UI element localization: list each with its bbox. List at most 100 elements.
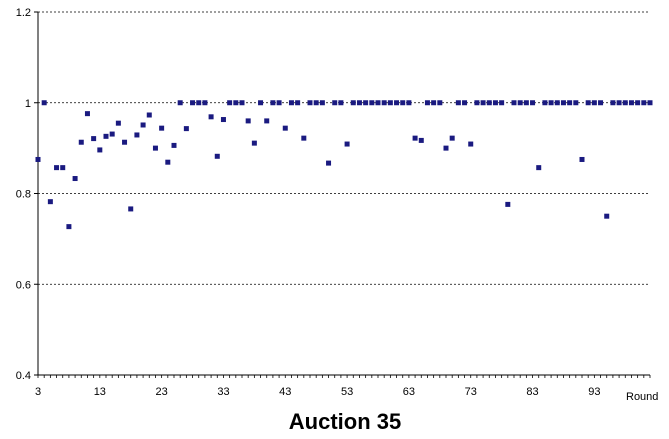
x-tick-label: 63 [403,386,415,398]
data-point [635,100,641,106]
data-point [270,100,276,106]
data-point [542,100,548,106]
data-point [159,125,165,131]
data-point [455,100,461,106]
data-point [344,141,350,147]
y-tick-label: 1 [25,98,31,110]
data-point [610,100,616,106]
data-point [276,100,282,106]
data-point [307,100,313,106]
data-point [462,100,468,106]
data-point [227,100,233,106]
x-tick-label: 83 [526,386,538,398]
x-tick-label: 43 [279,386,291,398]
data-point [35,156,41,162]
data-point [369,100,375,106]
data-point [356,100,362,106]
data-point [72,176,78,182]
data-point [412,135,418,141]
data-point [202,100,208,106]
data-point [363,100,369,106]
data-point [647,100,653,106]
data-point [492,100,498,106]
chart-title: Auction 35 [289,409,401,434]
data-point [258,100,264,106]
x-tick-label: 23 [156,386,168,398]
data-point [505,201,511,207]
data-point [387,100,393,106]
data-point [499,100,505,106]
data-point [350,100,356,106]
data-point [97,147,103,153]
data-point [573,100,579,106]
data-point [220,117,226,123]
data-point [313,100,319,106]
data-point [400,100,406,106]
data-point [128,206,134,212]
data-point [146,112,152,118]
x-tick-label: 73 [465,386,477,398]
x-tick-label: 93 [588,386,600,398]
data-point [115,120,121,126]
data-point [301,135,307,141]
data-point [78,139,84,145]
data-point [332,100,338,106]
data-point [431,100,437,106]
data-point [406,100,412,106]
data-point [437,100,443,106]
data-point [196,100,202,106]
x-tick-label: 3 [35,386,41,398]
data-point [548,100,554,106]
data-point [91,136,97,142]
data-point [288,100,294,106]
data-point [616,100,622,106]
data-point [579,156,585,162]
x-axis-label: Round [626,391,658,403]
x-tick-labels: 3 13 23 33 43 53 63 73 83 93 [35,386,601,398]
data-point [152,145,158,151]
data-point [208,114,214,120]
data-point [591,100,597,106]
data-point [474,100,480,106]
data-point [418,137,424,143]
data-point [177,100,183,106]
data-point [375,100,381,106]
data-point [554,100,560,106]
x-tick-label: 53 [341,386,353,398]
data-point [239,100,245,106]
data-point [245,118,251,124]
data-point [523,100,529,106]
x-tick-label: 33 [217,386,229,398]
data-point [480,100,486,106]
data-point [598,100,604,106]
data-point [326,160,332,166]
data-point [84,111,90,117]
data-point [122,139,128,145]
data-point [295,100,301,106]
data-point [381,100,387,106]
data-point [264,118,270,124]
y-tick-label: 0.4 [16,370,31,382]
y-tick-label: 1.2 [16,7,31,19]
data-point [530,100,536,106]
data-point [628,100,634,106]
data-point [585,100,591,106]
data-point [468,141,474,147]
axes [34,11,651,378]
data-point [511,100,517,106]
data-point [449,135,455,141]
data-point [214,153,220,159]
data-point [567,100,573,106]
data-point [41,100,47,106]
data-point [443,145,449,151]
y-tick-label: 0.6 [16,279,31,291]
data-point [190,100,196,106]
data-point [66,224,72,230]
data-point [282,125,288,131]
data-point [622,100,628,106]
data-point [536,165,542,171]
grid-lines [38,11,650,285]
data-point [560,100,566,106]
data-point [338,100,344,106]
